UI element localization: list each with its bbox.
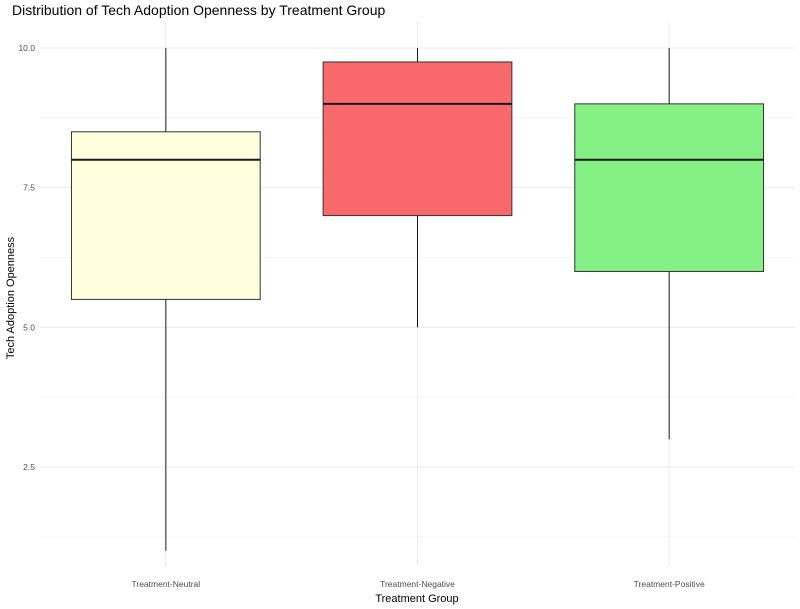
y-tick-label-2: 7.5 (23, 183, 35, 193)
y-axis-title: Tech Adoption Openness (5, 236, 17, 359)
box-1 (322, 61, 513, 217)
x-tick-label-2: Treatment-Positive (634, 579, 705, 589)
x-axis-title: Treatment Group (375, 593, 458, 605)
box-group-0 (70, 48, 261, 551)
box-group-1 (322, 48, 513, 328)
box-0 (70, 131, 261, 300)
box-group-2 (574, 48, 765, 440)
x-tick-label-1: Treatment-Negative (380, 579, 455, 589)
tick-labels: 2.5 5.0 7.5 10.0 Treatment-Neutral Treatment-… (18, 43, 704, 589)
y-tick-label-0: 2.5 (23, 462, 35, 472)
y-tick-label-3: 10.0 (18, 43, 35, 53)
x-tick-label-0: Treatment-Neutral (132, 579, 201, 589)
box-2 (574, 103, 765, 272)
chart-title: Distribution of Tech Adoption Openness b… (12, 2, 386, 18)
y-tick-label-1: 5.0 (23, 322, 35, 332)
box-series (70, 48, 765, 551)
